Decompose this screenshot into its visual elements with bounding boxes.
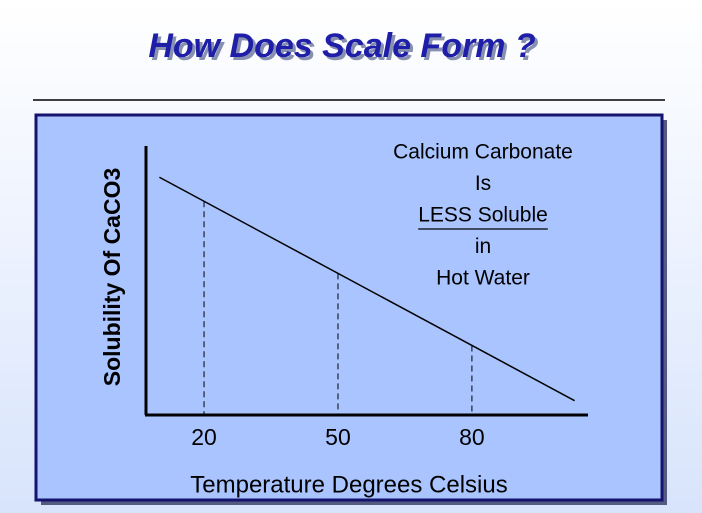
x-tick-label: 50 (325, 424, 351, 450)
annotation: Is (475, 172, 491, 195)
annotation: in (475, 235, 491, 258)
x-axis-label: Temperature Degrees Celsius (190, 471, 507, 498)
title: How Does Scale Form ? (148, 27, 536, 65)
y-axis-label: Solubility Of CaCO3 (99, 168, 125, 387)
annotation: Calcium Carbonate (393, 141, 573, 164)
x-tick-label: 20 (191, 424, 217, 450)
x-tick-label: 80 (459, 424, 485, 450)
annotation: LESS Soluble (418, 204, 548, 227)
title-shadow: How Does Scale Form ? (151, 30, 539, 68)
panel (34, 113, 664, 502)
annotation: Hot Water (436, 267, 530, 290)
line (159, 176, 575, 402)
